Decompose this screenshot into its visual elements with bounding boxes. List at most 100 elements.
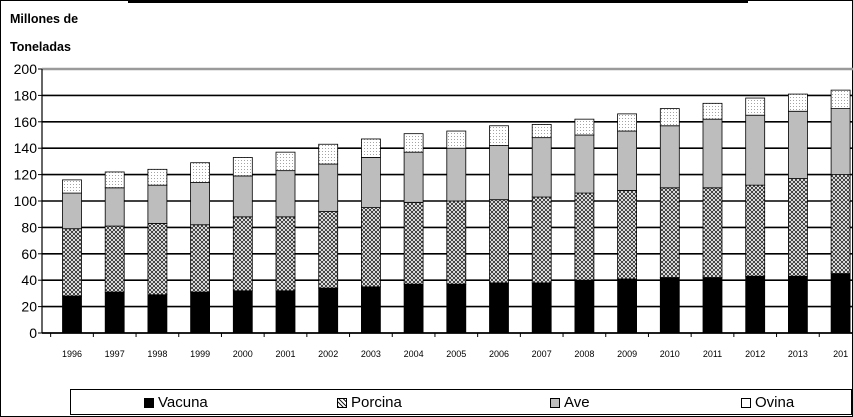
legend: Vacuna Porcina Ave Ovina: [70, 389, 852, 415]
bar-porcina-2012: [745, 184, 766, 277]
bar-vacuna-2013: [788, 275, 808, 334]
legend-item-ovina: Ovina: [741, 394, 794, 411]
x-tick-label-2004: 2004: [404, 349, 424, 359]
legend-swatch-ovina: [741, 397, 751, 408]
bar-ovina-2001: [275, 151, 296, 172]
bar-ave-2006: [489, 145, 509, 201]
title-underline: [128, 0, 748, 3]
x-tick-label-1996: 1996: [62, 349, 82, 359]
bar-vacuna-2006: [489, 282, 509, 334]
bar-ovina-2011: [702, 102, 723, 120]
bar-porcina-1996: [62, 228, 82, 297]
bar-porcina-2005: [446, 200, 467, 285]
bar-porcina-2007: [531, 196, 552, 284]
stacked-bar-chart: 0 20 40 60 80 100 120 140 160 180 200 1996 1997 1998 1…: [14, 61, 853, 359]
legend-swatch-porcina: [337, 397, 347, 408]
bar-porcina-1997: [104, 225, 125, 293]
legend-swatch-ave: [550, 397, 560, 408]
x-tick-label-2012: 2012: [745, 349, 765, 359]
x-tick-label-201: 201: [833, 349, 848, 359]
x-tick-label-2000: 2000: [233, 349, 253, 359]
bar-ovina-2000: [232, 157, 253, 177]
bar-porcina-2002: [318, 211, 339, 289]
x-tick-label-2001: 2001: [275, 349, 295, 359]
bar-ovina-1998: [147, 168, 168, 186]
bar-porcina-1999: [190, 224, 211, 293]
legend-label-ovina: Ovina: [755, 394, 795, 411]
x-tick-label-1998: 1998: [147, 349, 167, 359]
bar-ovina-1999: [190, 162, 211, 183]
bar-ave-1998: [147, 184, 168, 224]
bar-vacuna-1996: [62, 295, 82, 334]
y-tick-label-0: 0: [29, 325, 37, 341]
bar-vacuna-1998: [147, 294, 168, 334]
bar-ave-2011: [702, 118, 723, 189]
bar-vacuna-2007: [531, 282, 552, 334]
bar-ovina-2002: [318, 143, 339, 165]
bar-porcina-2010: [659, 187, 680, 278]
x-tick-label-2005: 2005: [446, 349, 466, 359]
x-tick-label-2003: 2003: [361, 349, 381, 359]
y-axis-label-line-2: Toneladas: [10, 40, 71, 54]
y-axis-label-line-1: Millones de: [10, 12, 79, 26]
bar-vacuna-201: [830, 273, 851, 334]
bar-vacuna-2010: [659, 277, 680, 334]
bar-vacuna-2001: [275, 290, 296, 334]
bar-ave-201: [830, 108, 851, 175]
x-tick-label-2010: 2010: [660, 349, 680, 359]
bars: [62, 89, 851, 334]
bar-porcina-2006: [489, 199, 509, 284]
bar-ovina-1997: [104, 171, 125, 189]
bar-vacuna-2008: [574, 279, 595, 334]
bar-ave-2012: [745, 114, 766, 186]
bar-ave-2013: [788, 110, 808, 179]
bar-porcina-1998: [147, 223, 168, 296]
bar-ave-1996: [62, 192, 82, 230]
bar-ovina-2007: [531, 124, 552, 139]
bar-ave-2003: [360, 157, 381, 209]
bar-vacuna-2003: [360, 286, 381, 334]
bar-porcina-2003: [360, 207, 381, 288]
bar-ovina-2012: [745, 97, 766, 116]
y-tick-label-200: 200: [14, 61, 38, 77]
y-tick-label-20: 20: [21, 299, 37, 315]
x-tick-label-1997: 1997: [105, 349, 125, 359]
y-tick-label-80: 80: [21, 219, 37, 235]
bar-ave-2008: [574, 134, 595, 194]
bar-porcina-2009: [617, 190, 637, 280]
y-tick-label-140: 140: [14, 140, 38, 156]
bar-ovina-2010: [659, 108, 680, 127]
bar-vacuna-2004: [403, 283, 424, 334]
bar-ovina-201: [830, 89, 851, 110]
y-tick-label-180: 180: [14, 87, 38, 103]
bar-porcina-2000: [232, 216, 253, 292]
bar-ave-2002: [318, 163, 339, 212]
bar-porcina-201: [830, 174, 851, 275]
bar-vacuna-2000: [232, 290, 253, 334]
bar-ovina-2009: [617, 113, 637, 132]
bar-ovina-2003: [360, 138, 381, 158]
bar-vacuna-2012: [745, 275, 766, 334]
y-tick-label-120: 120: [14, 167, 38, 183]
x-tick-label-1999: 1999: [190, 349, 210, 359]
legend-label-porcina: Porcina: [351, 394, 402, 411]
bar-ovina-2004: [403, 133, 424, 153]
bar-vacuna-2005: [446, 283, 467, 334]
legend-item-vacuna: Vacuna: [144, 394, 208, 411]
y-tick-label-60: 60: [21, 246, 37, 262]
legend-item-porcina: Porcina: [337, 394, 402, 411]
legend-label-ave: Ave: [564, 394, 590, 411]
x-tick-label-2009: 2009: [617, 349, 637, 359]
bar-porcina-2004: [403, 201, 424, 285]
bar-porcina-2011: [702, 187, 723, 278]
x-tick-label-2013: 2013: [788, 349, 808, 359]
axes: 0 20 40 60 80 100 120 140 160 180 200 1996 1997 1998 1…: [14, 61, 853, 359]
bar-ave-2001: [275, 170, 296, 218]
bar-porcina-2013: [788, 178, 808, 277]
x-tick-label-2002: 2002: [318, 349, 338, 359]
bar-vacuna-2002: [318, 287, 339, 334]
legend-label-vacuna: Vacuna: [158, 394, 208, 411]
y-tick-label-100: 100: [14, 193, 38, 209]
bar-vacuna-2011: [702, 277, 723, 334]
bar-ave-1999: [190, 182, 211, 226]
